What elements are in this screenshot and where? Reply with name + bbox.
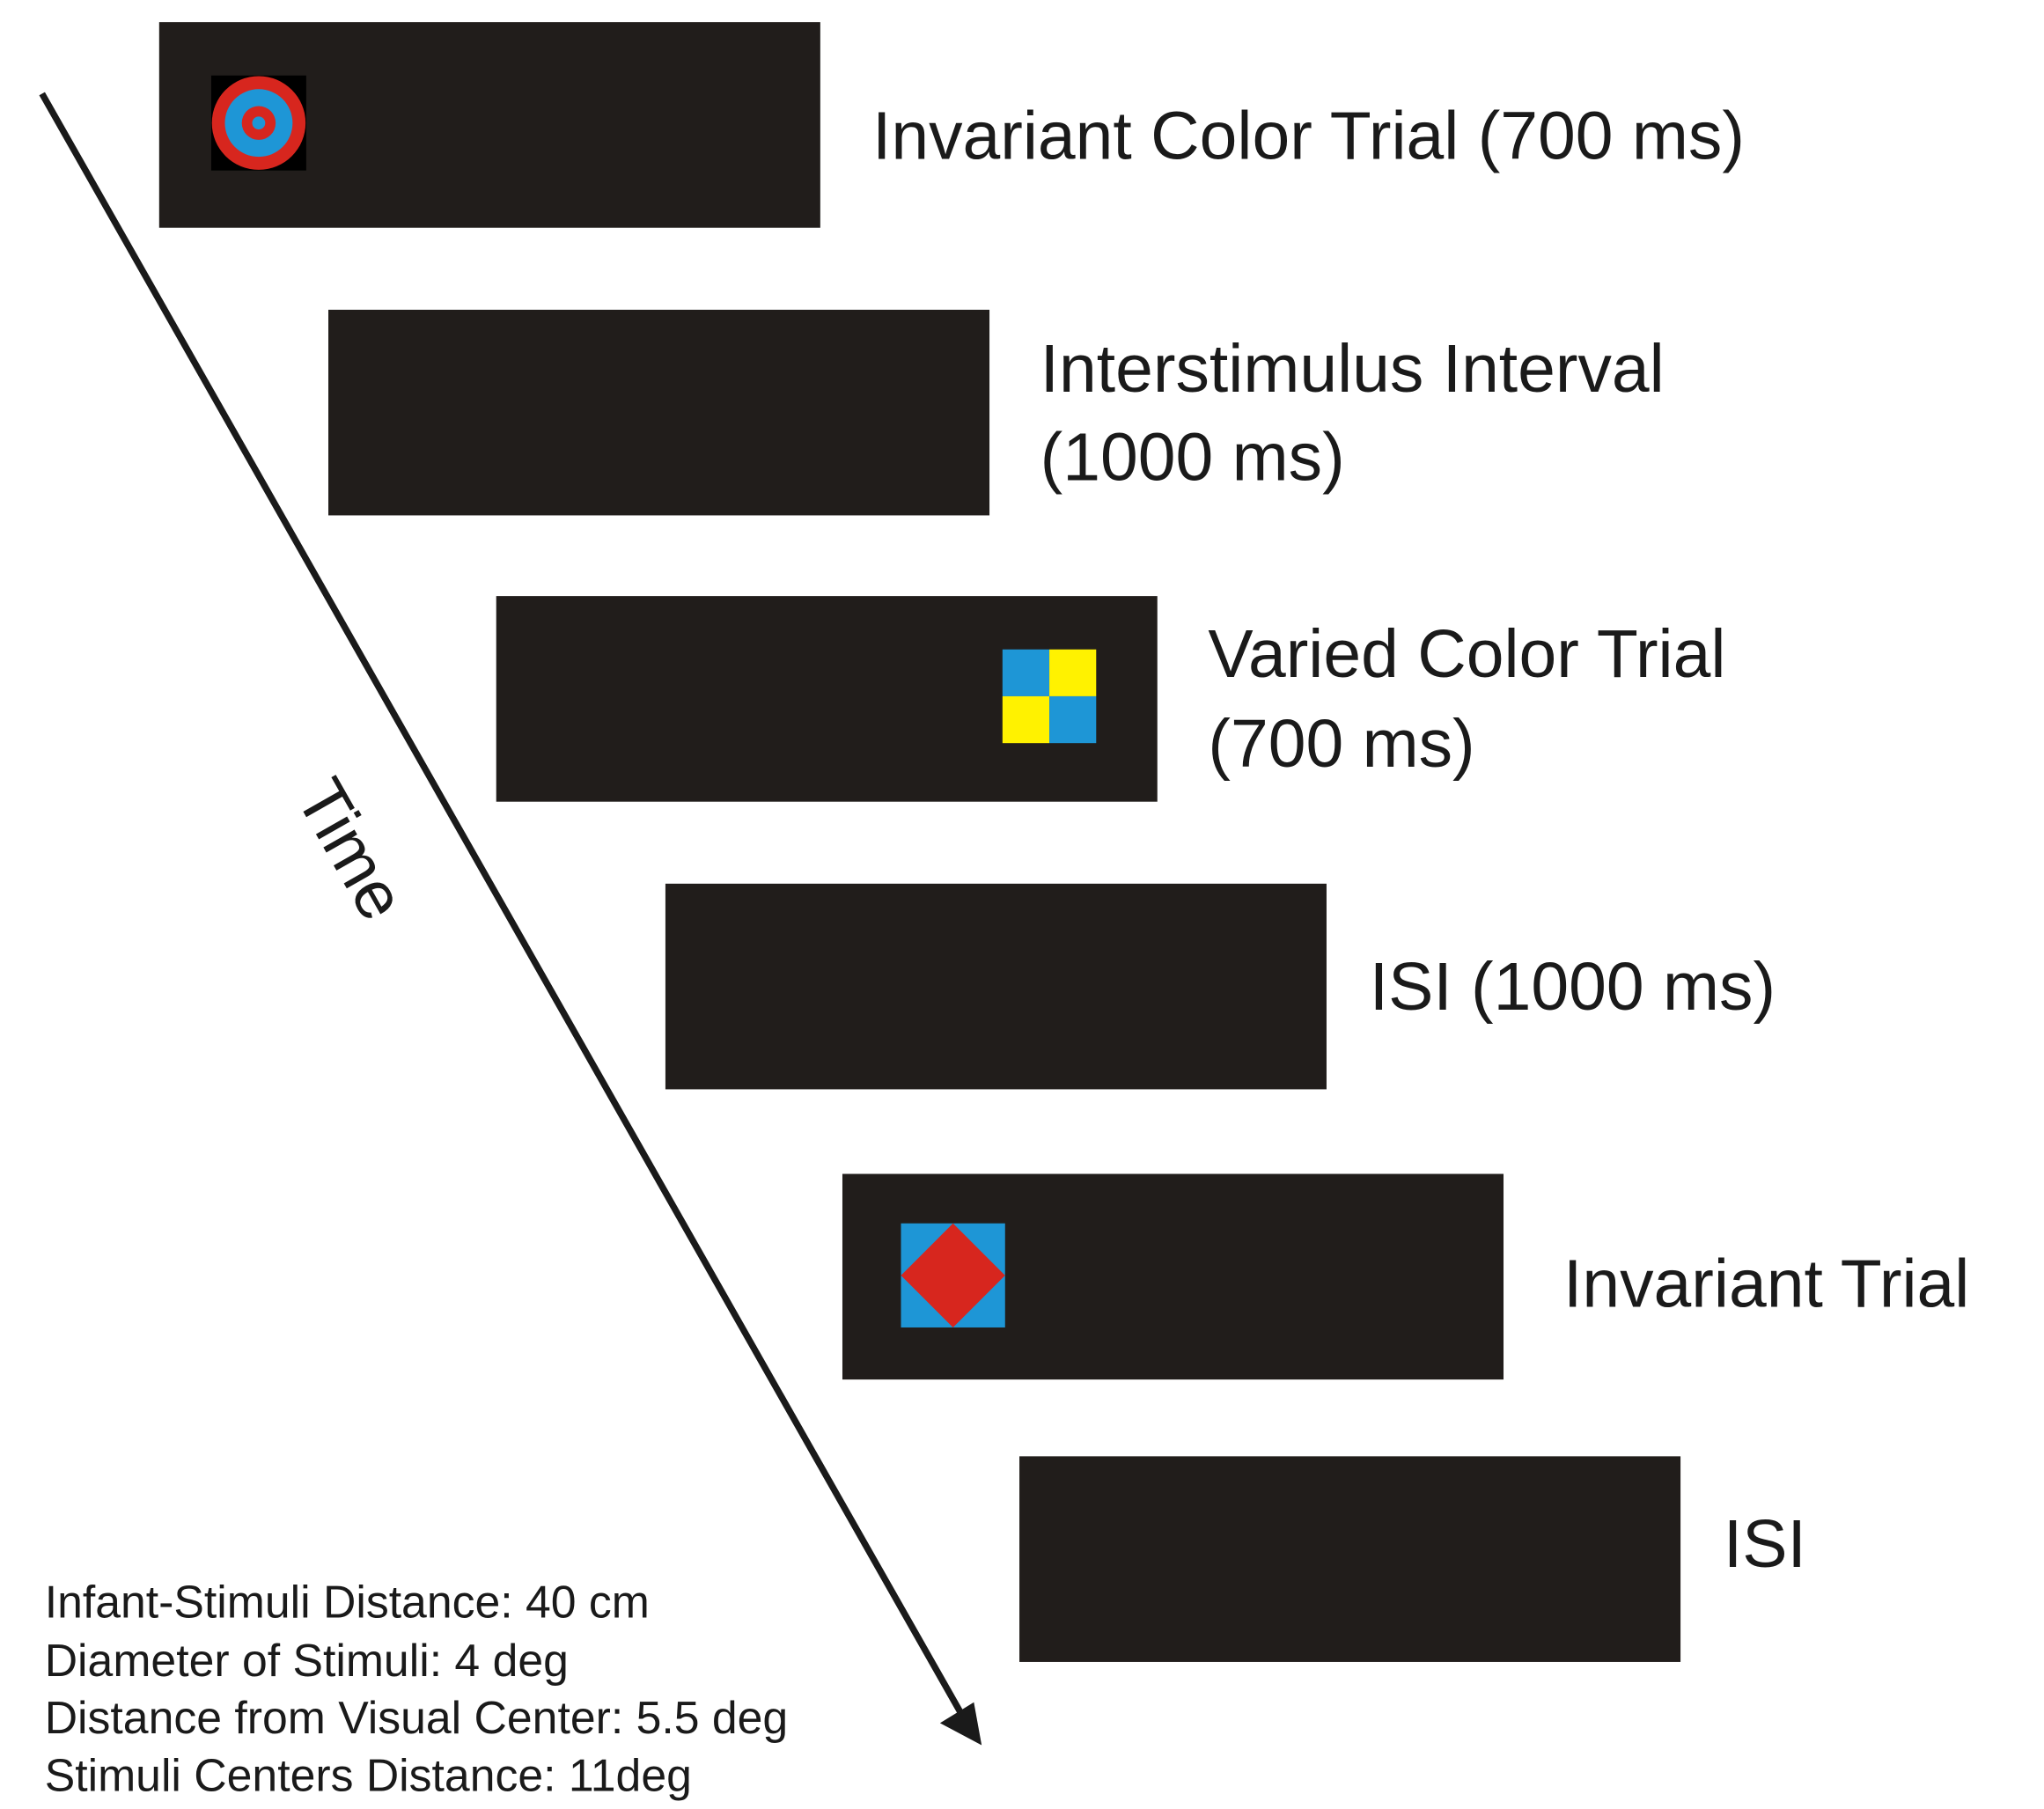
note: Stimuli Centers Distance: 11deg [45,1749,692,1800]
panel [328,309,990,516]
target-stimulus [210,75,306,171]
panel-label: (1000 ms) [1040,420,1345,496]
panel-label: Invariant Trial [1563,1246,1969,1321]
checker-stimulus [1002,649,1097,744]
diamond-stimulus [901,1223,1005,1327]
panel-label: Invariant Color Trial (700 ms) [872,98,1745,173]
time-arrow [39,92,966,1717]
time-label: Time [282,767,421,933]
panel-label: Varied Color Trial [1208,616,1725,692]
panel-label: ISI [1724,1506,1806,1582]
panel [665,883,1327,1090]
panel-label: Interstimulus Interval [1040,331,1665,407]
note: Diameter of Stimuli: 4 deg [45,1635,569,1686]
arrow-head [939,1702,982,1746]
panel-label: ISI (1000 ms) [1370,949,1776,1025]
note: Infant-Stimuli Distance: 40 cm [45,1577,650,1628]
note: Distance from Visual Center: 5.5 deg [45,1692,788,1743]
panel-label: (700 ms) [1208,706,1474,782]
panel [1019,1456,1681,1662]
